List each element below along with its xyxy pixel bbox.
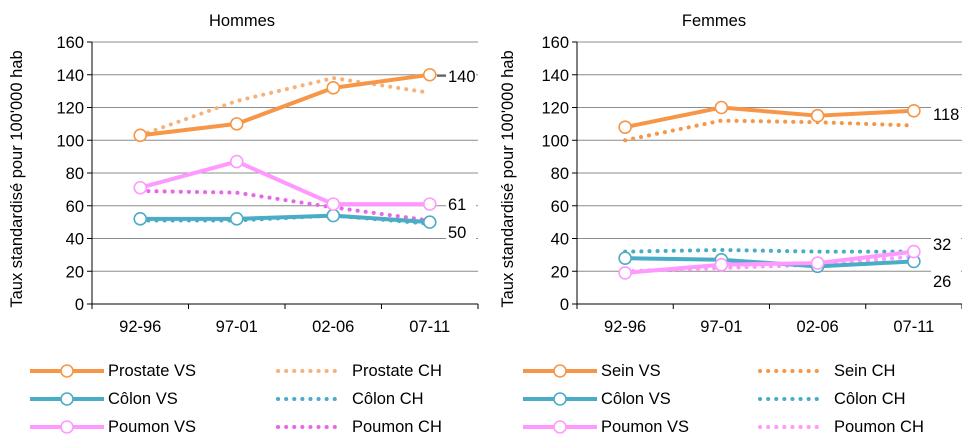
data-point: [907, 244, 921, 259]
y-tick-label: 160: [541, 34, 569, 52]
data-point: [229, 117, 244, 131]
chart-femmes: Femmes Taux standardisé pour 100'000 hab 0…: [499, 12, 962, 336]
series-colon-ch: [623, 247, 916, 254]
y-tick-label: 100: [541, 132, 569, 150]
y-tick-label: 40: [551, 231, 569, 249]
data-point: [618, 266, 632, 280]
y-tick-label: 60: [66, 198, 84, 216]
x-tick-label: 97-01: [700, 318, 742, 336]
y-tick-label: 60: [551, 198, 569, 216]
end-value-label: 50: [448, 224, 466, 242]
end-label-background: [931, 103, 961, 123]
x-tick-label: 02-06: [312, 318, 354, 336]
data-point: [133, 212, 148, 226]
series-poumon-vs: [133, 154, 437, 211]
y-tick-label: 80: [66, 165, 84, 183]
series-line-sein-vs: [624, 105, 914, 130]
series-line-sein-ch: [623, 118, 916, 143]
x-tick-label: 92-96: [119, 318, 161, 336]
y-tick-label: 140: [56, 67, 84, 85]
data-point: [326, 197, 341, 211]
y-tick-label: 20: [551, 263, 569, 281]
y-axis-label: Taux standardisé pour 100'000 hab: [8, 50, 26, 307]
series-line-poumon-vs: [139, 159, 430, 207]
y-tick-label: 160: [56, 34, 84, 52]
x-tick-label: 07-11: [409, 318, 450, 336]
data-point: [810, 256, 825, 270]
data-point: [229, 212, 244, 226]
y-tick-label: 0: [75, 296, 84, 314]
x-tick-label: 07-11: [893, 318, 934, 336]
x-tick-label: 97-01: [216, 318, 258, 336]
data-point: [422, 67, 437, 82]
end-label-background: [446, 65, 476, 85]
data-point: [810, 108, 825, 123]
series-line-colon-vs: [140, 213, 430, 225]
x-tick-label: 92-96: [604, 318, 646, 336]
end-label-background: [931, 233, 961, 253]
data-point: [714, 257, 729, 272]
series-sein-vs: [618, 100, 921, 134]
series-prostate-ch: [138, 76, 432, 138]
data-point: [229, 154, 244, 169]
end-label-background: [446, 221, 476, 241]
y-tick-label: 80: [551, 165, 569, 183]
series-line-prostate-ch: [138, 76, 432, 138]
data-point: [422, 197, 437, 211]
y-tick-label: 0: [560, 296, 569, 314]
data-point: [326, 208, 341, 223]
data-point: [133, 180, 148, 195]
data-point: [907, 103, 921, 118]
data-point: [422, 215, 437, 229]
end-label-background: [931, 270, 961, 290]
end-value-label: 118: [933, 106, 959, 124]
y-tick-label: 140: [541, 67, 569, 85]
series-line-poumon-vs: [624, 249, 915, 275]
series-poumon-vs: [618, 244, 921, 280]
end-value-label: 32: [933, 236, 951, 254]
series-poumon-ch: [138, 189, 432, 223]
y-axis-label: Taux standardisé pour 100'000 hab: [499, 50, 517, 307]
end-value-label: 61: [448, 196, 466, 214]
end-value-label: 26: [933, 273, 951, 291]
y-tick-label: 40: [66, 231, 84, 249]
data-point: [618, 251, 632, 265]
series-sein-ch: [623, 118, 916, 143]
series-line-poumon-ch: [138, 189, 432, 223]
x-tick-label: 02-06: [797, 318, 839, 336]
chart-title: Hommes: [209, 12, 275, 30]
data-point: [714, 100, 729, 115]
end-value-label: 140: [448, 68, 476, 86]
series-line-colon-ch: [623, 247, 916, 254]
data-point: [618, 120, 632, 134]
y-tick-label: 120: [56, 100, 84, 118]
y-tick-label: 100: [56, 132, 84, 150]
data-point: [133, 128, 148, 143]
series-line-prostate-vs: [140, 72, 431, 138]
chart-hommes: Hommes Taux standardisé pour 100'000 hab 0…: [8, 12, 479, 336]
y-tick-label: 120: [541, 100, 569, 118]
data-point: [326, 81, 341, 95]
end-label-background: [446, 193, 476, 213]
chart-title: Femmes: [682, 12, 746, 30]
series-prostate-vs: [133, 67, 437, 143]
y-tick-label: 20: [66, 263, 84, 281]
series-colon-vs: [133, 208, 437, 229]
